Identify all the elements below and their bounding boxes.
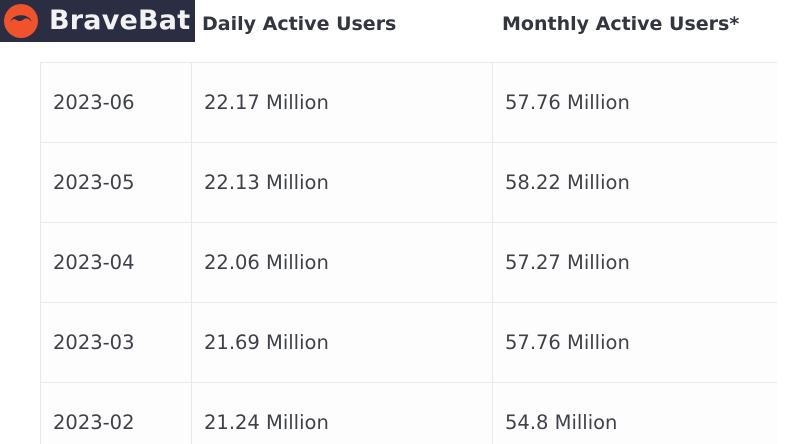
month-cell: 2023-02 xyxy=(40,382,192,444)
monthly-active-users-cell: 58.22 Million xyxy=(492,142,777,223)
users-stats-table: 2023-06 22.17 Million 57.76 Million 2023… xyxy=(40,62,777,444)
column-header-daily-active-users: Daily Active Users xyxy=(202,13,397,35)
table-row: 2023-04 22.06 Million 57.27 Million xyxy=(40,222,777,303)
month-cell: 2023-05 xyxy=(40,142,192,223)
month-cell: 2023-06 xyxy=(40,62,192,143)
monthly-active-users-cell: 57.27 Million xyxy=(492,222,777,303)
month-cell: 2023-03 xyxy=(40,302,192,383)
daily-active-users-cell: 22.17 Million xyxy=(191,62,493,143)
table-row: 2023-02 21.24 Million 54.8 Million xyxy=(40,382,777,444)
bravebat-logo-icon xyxy=(4,4,38,38)
table-row: 2023-06 22.17 Million 57.76 Million xyxy=(40,62,777,143)
daily-active-users-cell: 21.24 Million xyxy=(191,382,493,444)
column-header-monthly-active-users: Monthly Active Users* xyxy=(502,13,740,35)
month-cell: 2023-04 xyxy=(40,222,192,303)
daily-active-users-cell: 22.06 Million xyxy=(191,222,493,303)
brand-banner: BraveBat xyxy=(0,0,195,42)
monthly-active-users-cell: 54.8 Million xyxy=(492,382,777,444)
daily-active-users-cell: 22.13 Million xyxy=(191,142,493,223)
table-row: 2023-03 21.69 Million 57.76 Million xyxy=(40,302,777,383)
monthly-active-users-cell: 57.76 Million xyxy=(492,302,777,383)
daily-active-users-cell: 21.69 Million xyxy=(191,302,493,383)
table-row: 2023-05 22.13 Million 58.22 Million xyxy=(40,142,777,223)
brand-name: BraveBat xyxy=(49,5,191,36)
monthly-active-users-cell: 57.76 Million xyxy=(492,62,777,143)
